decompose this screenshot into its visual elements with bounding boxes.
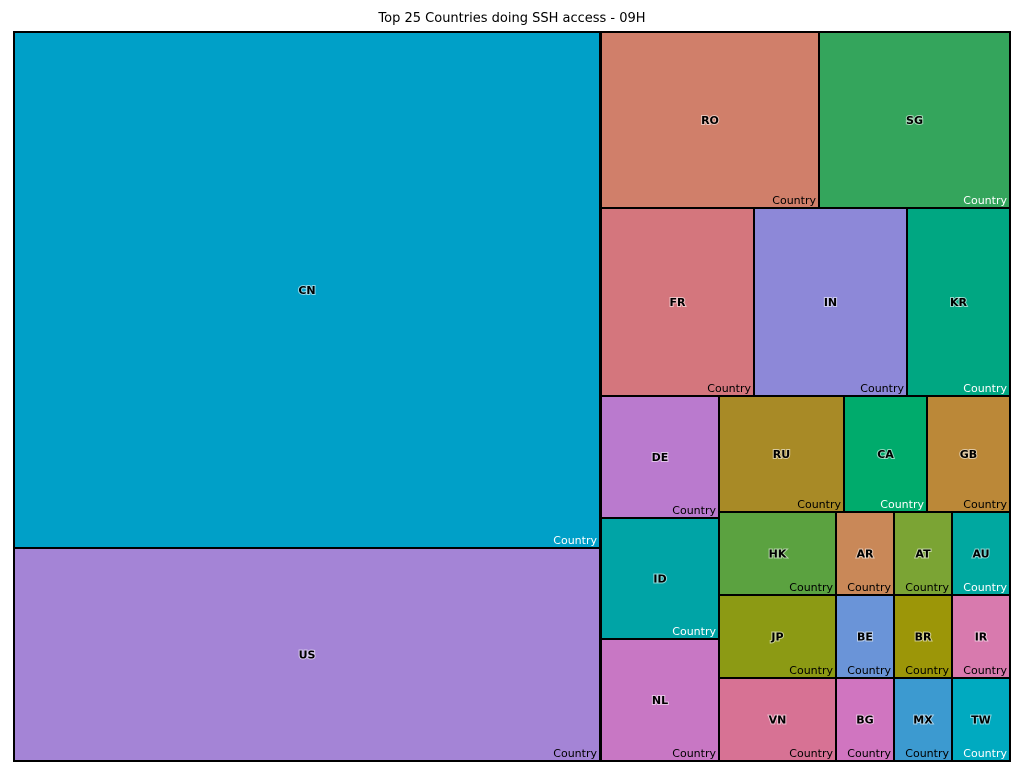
tile-bg: BG Country [835, 677, 895, 762]
tile-label: IN [824, 296, 837, 309]
tile-label: AT [915, 548, 931, 561]
tile-group-label: Country [905, 747, 949, 760]
tile-rect [906, 207, 1011, 397]
tile-label: TW [971, 714, 991, 727]
tile-tw: TW Country [951, 677, 1011, 762]
tile-group-label: Country [672, 625, 716, 638]
tile-rect [718, 594, 837, 679]
tile-label: AR [857, 548, 875, 561]
tile-group-label: Country [905, 581, 949, 594]
tile-rect [600, 395, 720, 519]
tile-rect [835, 511, 895, 596]
tile-group-label: Country [553, 747, 597, 760]
tile-label: BE [857, 631, 873, 644]
tile-label: HK [769, 548, 787, 561]
tile-ru: RU Country [718, 395, 845, 513]
tile-group-label: Country [963, 581, 1007, 594]
tile-label: NL [652, 694, 668, 707]
tile-label: VN [769, 714, 787, 727]
tile-at: AT Country [893, 511, 953, 596]
tile-group-label: Country [707, 382, 751, 395]
tile-au: AU Country [951, 511, 1011, 596]
tile-label: JP [770, 631, 783, 644]
tile-group-label: Country [772, 194, 816, 207]
tile-group-label: Country [963, 382, 1007, 395]
tile-label: IR [975, 631, 988, 644]
tile-group-label: Country [963, 664, 1007, 677]
tile-group-label: Country [963, 747, 1007, 760]
tile-vn: VN Country [718, 677, 837, 762]
tile-rect [600, 517, 720, 640]
tile-fr: FR Country [600, 207, 755, 397]
tile-label: DE [652, 451, 669, 464]
tile-label: AU [972, 548, 989, 561]
tile-rect [718, 395, 845, 513]
tile-mx: MX Country [893, 677, 953, 762]
tile-rect [718, 677, 837, 762]
tile-group-label: Country [553, 534, 597, 547]
tile-rect [951, 511, 1011, 596]
tile-ir: IR Country [951, 594, 1011, 679]
tile-rect [951, 677, 1011, 762]
tile-rect [818, 31, 1011, 209]
tile-jp: JP Country [718, 594, 837, 679]
tile-in: IN Country [753, 207, 908, 397]
tile-label: BG [856, 714, 873, 727]
tile-group-label: Country [847, 581, 891, 594]
tile-br: BR Country [893, 594, 953, 679]
tile-rect [600, 638, 720, 762]
tile-ro: RO Country [600, 31, 820, 209]
tile-group-label: Country [847, 664, 891, 677]
tile-group-label: Country [672, 747, 716, 760]
tile-cn: CN Country [13, 31, 601, 549]
tile-kr: KR Country [906, 207, 1011, 397]
tile-group-label: Country [963, 194, 1007, 207]
tile-label: SG [906, 114, 923, 127]
tile-group-label: Country [880, 498, 924, 511]
tile-label: GB [960, 448, 977, 461]
tile-be: BE Country [835, 594, 895, 679]
tile-group-label: Country [789, 581, 833, 594]
tile-nl: NL Country [600, 638, 720, 762]
tile-group-label: Country [797, 498, 841, 511]
tile-group-label: Country [789, 664, 833, 677]
tile-hk: HK Country [718, 511, 837, 596]
tile-label: CN [298, 284, 315, 297]
tile-rect [951, 594, 1011, 679]
tile-sg: SG Country [818, 31, 1011, 209]
tile-rect [13, 547, 601, 762]
tile-label: RU [773, 448, 790, 461]
tile-ca: CA Country [843, 395, 928, 513]
tile-label: ID [653, 573, 666, 586]
chart-title: Top 25 Countries doing SSH access - 09H [378, 11, 646, 26]
tile-label: CA [877, 448, 894, 461]
tile-rect [843, 395, 928, 513]
tile-label: BR [915, 631, 932, 644]
tile-gb: GB Country [926, 395, 1011, 513]
tile-group-label: Country [905, 664, 949, 677]
tile-rect [893, 677, 953, 762]
tile-label: US [299, 649, 316, 662]
tile-de: DE Country [600, 395, 720, 519]
tile-ar: AR Country [835, 511, 895, 596]
tile-rect [600, 207, 755, 397]
tile-rect [835, 594, 895, 679]
tile-rect [718, 511, 837, 596]
tile-group-label: Country [847, 747, 891, 760]
tile-rect [926, 395, 1011, 513]
tile-id: ID Country [600, 517, 720, 640]
tile-group-label: Country [672, 504, 716, 517]
tile-label: RO [701, 114, 719, 127]
tile-label: MX [913, 714, 933, 727]
tile-us: US Country [13, 547, 601, 762]
tile-rect [753, 207, 908, 397]
tile-group-label: Country [860, 382, 904, 395]
tile-label: FR [670, 296, 687, 309]
tile-label: KR [950, 296, 968, 309]
tile-group-label: Country [789, 747, 833, 760]
tile-group-label: Country [963, 498, 1007, 511]
